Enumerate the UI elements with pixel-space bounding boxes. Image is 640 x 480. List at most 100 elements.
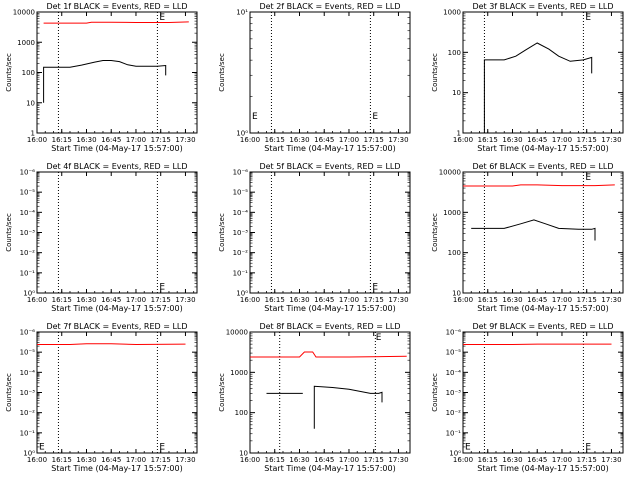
panel-3: Det 3f BLACK = Events, RED = LLD 16:00 16:… <box>431 2 624 153</box>
e-marker: E <box>159 442 165 452</box>
y-tick-label: 10⁰ <box>236 290 248 298</box>
lld-series <box>250 351 407 358</box>
x-tick-label: 16:45 <box>527 296 547 304</box>
x-tick-label: 17:00 <box>552 296 572 304</box>
x-tick-label: 17:30 <box>388 456 408 464</box>
y-tick-label: 10⁻⁵ <box>233 189 249 197</box>
y-axis-label: Counts/sec <box>218 213 226 252</box>
x-axis-label: Start Time (04-May-17 15:57:00) <box>477 464 608 473</box>
y-tick-label: 10⁻⁶ <box>20 169 36 177</box>
x-tick-label: 17:00 <box>126 456 146 464</box>
x-tick-label: 16:30 <box>289 136 309 144</box>
y-tick-label: 10⁻³ <box>446 389 462 397</box>
y-tick-label: 10⁻⁶ <box>446 329 462 337</box>
y-tick-label: 1 <box>457 130 461 138</box>
y-axis-label: Counts/sec <box>218 53 226 92</box>
panel-title: Det 6f BLACK = Events, RED = LLD <box>472 162 613 171</box>
x-tick-label: 17:30 <box>388 296 408 304</box>
x-axis-label: Start Time (04-May-17 15:57:00) <box>51 464 182 473</box>
x-tick-label: 16:30 <box>502 296 522 304</box>
x-tick-label: 16:00 <box>240 456 260 464</box>
y-tick-label: 10 <box>26 99 35 107</box>
panel-title: Det 2f BLACK = Events, RED = LLD <box>259 2 400 11</box>
y-tick-label: 10⁻³ <box>20 389 36 397</box>
y-tick-label: 10⁰ <box>23 290 35 298</box>
events-series <box>471 219 596 241</box>
x-tick-label: 16:30 <box>76 136 96 144</box>
x-tick-label: 17:00 <box>126 296 146 304</box>
y-tick-label: 10⁻⁵ <box>446 349 462 357</box>
y-tick-label: 10⁻¹ <box>233 269 249 277</box>
y-axis-label: Counts/sec <box>5 373 13 412</box>
x-tick-label: 16:15 <box>265 136 285 144</box>
x-tick-label: 16:15 <box>52 136 72 144</box>
e-marker: E <box>372 112 378 122</box>
panel-7: Det 7f BLACK = Events, RED = LLD 16:00 16:… <box>5 322 198 473</box>
x-tick-label: 17:00 <box>339 456 359 464</box>
x-tick-label: 16:15 <box>265 456 285 464</box>
panel-8: Det 8f BLACK = Events, RED = LLD 16:00 16:… <box>218 322 411 473</box>
plot-frame <box>36 171 198 294</box>
x-tick-label: 17:30 <box>175 456 195 464</box>
events-series <box>43 60 167 103</box>
x-tick-label: 16:30 <box>289 296 309 304</box>
y-tick-label: 1000 <box>230 369 248 377</box>
plot-frame <box>462 331 624 454</box>
panel-title: Det 8f BLACK = Events, RED = LLD <box>259 322 400 331</box>
x-tick-label: 16:30 <box>502 136 522 144</box>
x-tick-label: 16:00 <box>453 296 473 304</box>
events-series <box>313 385 383 429</box>
y-tick-label: 10⁻³ <box>20 229 36 237</box>
plot-frame <box>249 331 411 454</box>
y-tick-label: 10⁻³ <box>233 229 249 237</box>
y-axis-label: Counts/sec <box>5 53 13 92</box>
x-tick-label: 16:15 <box>478 296 498 304</box>
plot-frame <box>249 171 411 294</box>
e-marker: E <box>252 112 258 122</box>
y-tick-label: 10⁻⁵ <box>20 349 36 357</box>
x-tick-label: 16:30 <box>289 456 309 464</box>
plot-frame <box>36 11 198 134</box>
x-tick-label: 16:00 <box>27 456 47 464</box>
x-tick-label: 16:30 <box>502 456 522 464</box>
y-tick-label: 10000 <box>13 9 35 17</box>
x-tick-label: 16:30 <box>76 296 96 304</box>
y-tick-label: 10⁻⁵ <box>20 189 36 197</box>
lld-series <box>43 21 189 24</box>
x-tick-label: 17:00 <box>339 136 359 144</box>
y-axis-label: Counts/sec <box>431 213 439 252</box>
plot-frame <box>462 171 624 294</box>
x-tick-label: 16:00 <box>27 296 47 304</box>
x-tick-label: 17:15 <box>577 136 597 144</box>
y-tick-label: 10 <box>452 290 461 298</box>
x-tick-label: 16:45 <box>101 296 121 304</box>
x-tick-label: 17:00 <box>126 136 146 144</box>
panel-title: Det 5f BLACK = Events, RED = LLD <box>259 162 400 171</box>
events-series <box>483 42 593 133</box>
e-marker: E <box>585 13 591 23</box>
x-axis-label: Start Time (04-May-17 15:57:00) <box>477 304 608 313</box>
x-axis-label: Start Time (04-May-17 15:57:00) <box>264 304 395 313</box>
x-tick-label: 17:00 <box>552 136 572 144</box>
y-tick-label: 10⁻² <box>20 249 36 257</box>
x-tick-label: 16:30 <box>76 456 96 464</box>
y-tick-label: 10⁰ <box>23 450 35 458</box>
panel-title: Det 7f BLACK = Events, RED = LLD <box>46 322 187 331</box>
x-tick-label: 17:30 <box>601 136 621 144</box>
x-tick-label: 17:30 <box>175 296 195 304</box>
plot-frame <box>462 11 624 134</box>
x-tick-label: 16:45 <box>527 456 547 464</box>
y-tick-label: 10⁻⁴ <box>446 369 462 377</box>
x-tick-label: 16:00 <box>240 296 260 304</box>
y-tick-label: 10¹ <box>236 9 248 17</box>
panel-9: Det 9f BLACK = Events, RED = LLD 16:00 16:… <box>431 322 624 473</box>
x-axis-label: Start Time (04-May-17 15:57:00) <box>51 144 182 153</box>
x-tick-label: 17:15 <box>151 136 171 144</box>
x-tick-label: 17:00 <box>339 296 359 304</box>
x-axis-label: Start Time (04-May-17 15:57:00) <box>477 144 608 153</box>
y-tick-label: 100 <box>22 69 35 77</box>
y-tick-label: 10⁻⁴ <box>20 209 36 217</box>
x-tick-label: 17:15 <box>577 456 597 464</box>
x-tick-label: 16:00 <box>453 456 473 464</box>
x-tick-label: 16:00 <box>240 136 260 144</box>
